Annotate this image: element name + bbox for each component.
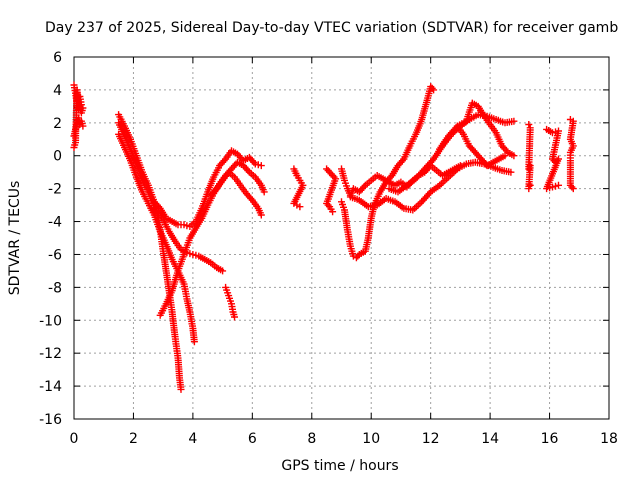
x-tick-label: 0 [70, 431, 79, 447]
y-tick-label: -6 [48, 247, 62, 263]
data-point [525, 165, 533, 173]
y-tick-label: -16 [39, 412, 62, 428]
x-axis-label: GPS time / hours [281, 458, 398, 474]
y-tick-label: 2 [53, 116, 62, 132]
data-point [525, 185, 533, 193]
y-axis-label: SDTVAR / TECUs [7, 181, 23, 296]
x-tick-label: 4 [188, 431, 197, 447]
data-point [510, 152, 518, 160]
data-point [501, 152, 509, 160]
data-point [329, 208, 337, 216]
data-point [507, 168, 515, 176]
data-point [79, 104, 87, 112]
y-tick-label: -10 [39, 313, 62, 329]
y-tick-label: -4 [48, 215, 62, 231]
y-tick-label: 0 [53, 149, 62, 165]
data-point [177, 385, 185, 393]
data-point [555, 181, 562, 189]
data-points [70, 81, 577, 393]
plot-frame [73, 56, 610, 420]
y-tick-label: -12 [39, 346, 62, 362]
data-point [219, 267, 227, 275]
y-tick-label: -2 [48, 182, 62, 198]
data-point [525, 121, 533, 128]
grid [74, 57, 609, 419]
data-point [324, 201, 332, 209]
data-point [510, 117, 518, 125]
y-axis: -16 -14 -12 -10 -8 -6 -4 -2 0 2 4 6 [39, 50, 609, 428]
data-point [430, 86, 438, 94]
y-tick-label: -8 [48, 280, 62, 296]
data-point [387, 173, 394, 181]
x-tick-label: 16 [541, 431, 559, 447]
x-tick-label: 12 [422, 431, 440, 447]
x-tick-label: 8 [307, 431, 316, 447]
data-point [231, 313, 238, 321]
data-point [569, 185, 577, 193]
data-point [79, 122, 87, 130]
y-tick-label: 6 [53, 50, 62, 66]
data-point [260, 188, 268, 196]
y-tick-label: 4 [53, 83, 62, 99]
chart-title: Day 237 of 2025, Sidereal Day-to-day VTE… [45, 20, 618, 36]
data-point [190, 338, 198, 346]
data-point [428, 84, 436, 92]
x-tick-label: 18 [600, 431, 618, 447]
data-point [526, 181, 534, 189]
data-point [77, 101, 85, 109]
x-axis: 0 2 4 6 8 10 12 14 16 18 [70, 57, 618, 447]
data-point [296, 203, 304, 211]
x-tick-label: 2 [129, 431, 138, 447]
data-point [257, 211, 265, 219]
data-point [257, 162, 265, 170]
x-tick-label: 10 [362, 431, 380, 447]
data-point [568, 183, 576, 191]
y-tick-label: -14 [39, 379, 62, 395]
x-tick-label: 14 [481, 431, 499, 447]
x-tick-label: 6 [248, 431, 257, 447]
